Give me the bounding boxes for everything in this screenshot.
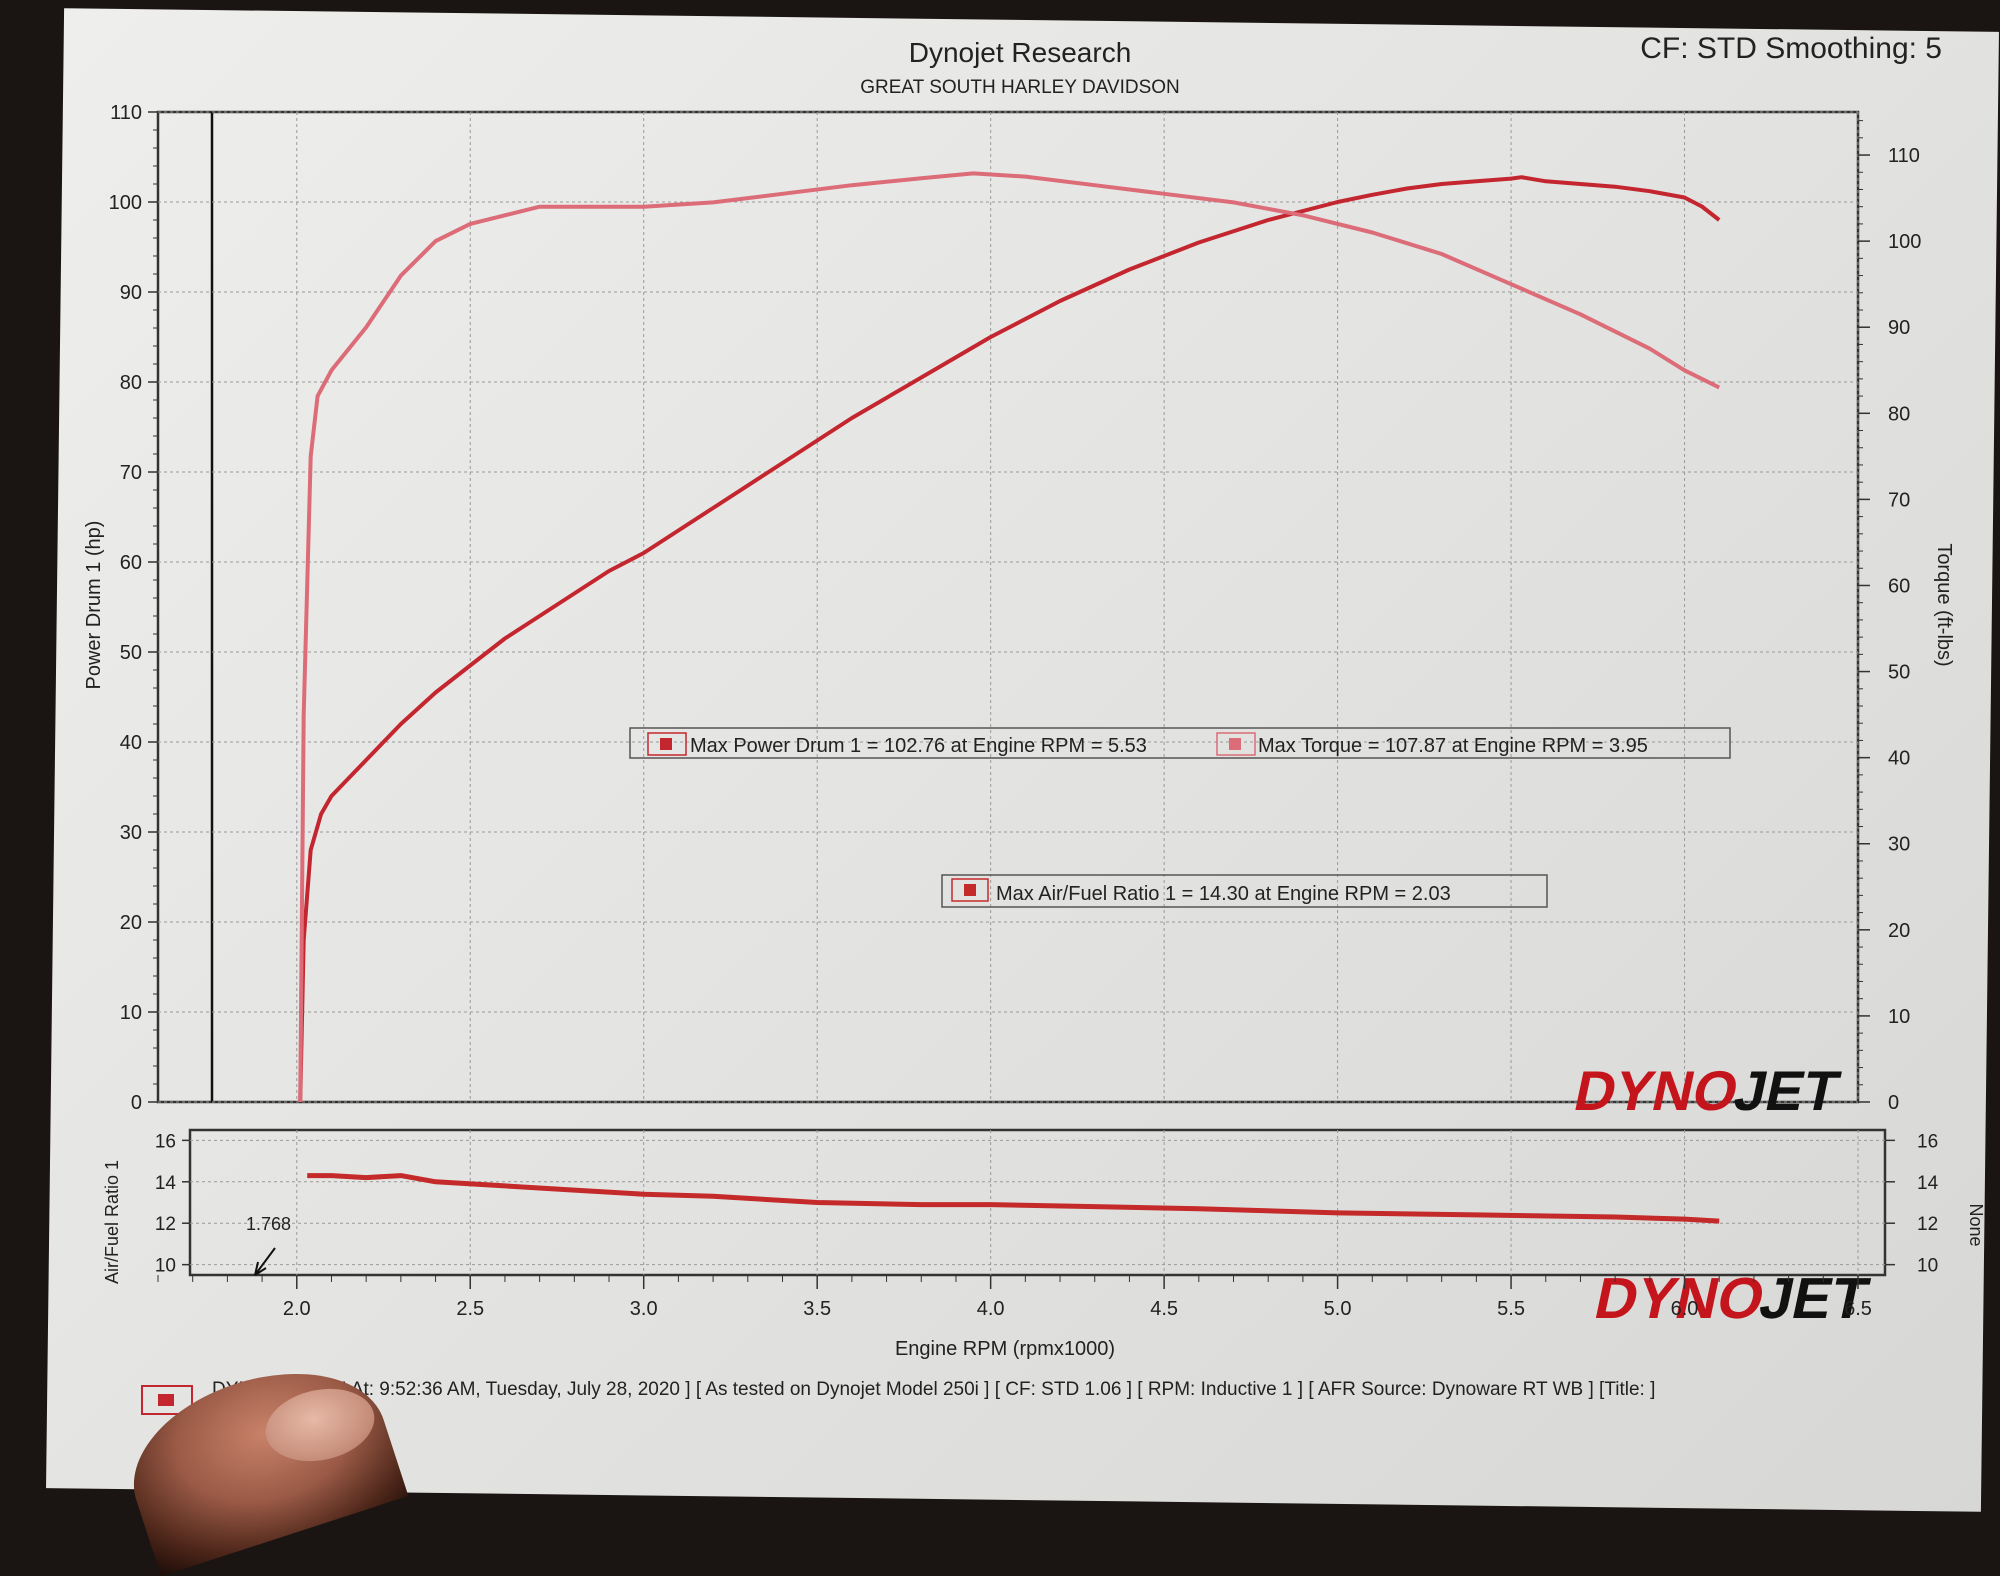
afr-right-tick-label: 10	[1917, 1256, 1938, 1277]
left-tick-label: 20	[120, 912, 142, 934]
right-tick-label: 0	[1888, 1092, 1899, 1114]
x-tick-label: 2.0	[283, 1298, 311, 1320]
x-tick-label: 2.5	[456, 1298, 484, 1320]
right-tick-label: 30	[1888, 834, 1910, 856]
main-right-axis: 0 10 20 30 40 50 60 70 80 90 100 110	[1858, 120, 1921, 1114]
x-tick-label: 4.5	[1150, 1298, 1178, 1320]
dynojet-logo-main: DYNO JET	[1569, 1060, 1845, 1122]
left-tick-label: 40	[120, 732, 142, 754]
legend-afr-swatch	[964, 884, 976, 896]
afr-grid	[190, 1130, 1885, 1275]
chart-title: Dynojet Research	[909, 37, 1132, 68]
afr-right-axis-label: None	[1966, 1203, 1986, 1246]
footer-swatch	[158, 1394, 174, 1406]
afr-left-tick-label: 10	[155, 1256, 176, 1277]
x-tick-label: 3.0	[630, 1298, 658, 1320]
afr-axis-label: Air/Fuel Ratio 1	[102, 1160, 122, 1284]
left-tick-label: 0	[131, 1092, 142, 1114]
afr-left-tick-label: 16	[155, 1131, 176, 1152]
afr-left-axis: 10 12 14 16	[155, 1131, 190, 1277]
legend-power-text: Max Power Drum 1 = 102.76 at Engine RPM …	[690, 735, 1147, 757]
right-tick-label: 70	[1888, 489, 1910, 511]
logo-jet-afr: JET	[1754, 1267, 1874, 1331]
legend-torque-swatch	[1229, 738, 1241, 750]
legend-torque: Max Torque = 107.87 at Engine RPM = 3.95	[1216, 732, 1648, 757]
legend-power-swatch	[660, 738, 672, 750]
afr-left-tick-label: 14	[155, 1173, 177, 1194]
logo-dyno-afr: DYNO	[1589, 1267, 1770, 1331]
chart-subtitle: GREAT SOUTH HARLEY DAVIDSON	[860, 77, 1180, 98]
left-tick-label: 60	[120, 552, 142, 574]
dyno-chart: Dynojet Research GREAT SOUTH HARLEY DAVI…	[83, 32, 1986, 1422]
left-tick-label: 90	[120, 282, 142, 304]
x-tick-label: 5.5	[1497, 1298, 1525, 1320]
afr-right-tick-label: 14	[1917, 1173, 1939, 1194]
left-axis-label: Power Drum 1 (hp)	[83, 521, 105, 690]
afr-annotation: 1.768	[246, 1214, 291, 1234]
afr-right-tick-label: 12	[1917, 1214, 1938, 1235]
power-curve	[298, 175, 1721, 1103]
right-tick-label: 40	[1888, 748, 1910, 770]
right-tick-label: 20	[1888, 920, 1910, 942]
left-tick-label: 50	[120, 642, 142, 664]
left-tick-label: 10	[120, 1002, 142, 1024]
right-tick-label: 100	[1888, 231, 1921, 253]
dyno-printout: Dynojet Research GREAT SOUTH HARLEY DAVI…	[46, 8, 1999, 1576]
x-tick-label: 3.5	[803, 1298, 831, 1320]
afr-right-axis: 10 12 14 16	[1885, 1131, 1939, 1277]
main-grid	[158, 111, 1859, 1103]
dynojet-logo-afr: DYNO JET	[1589, 1267, 1874, 1331]
right-tick-label: 80	[1888, 403, 1910, 425]
afr-curve	[307, 1173, 1720, 1224]
x-axis: 2.0 2.5 3.0 3.5 4.0 4.5 5.0 5.5 6.0 6.5	[157, 1275, 1872, 1320]
main-plot-frame	[156, 110, 1860, 1104]
footer-run-info: 5 At: 9:52:36 AM, Tuesday, July 28, 2020…	[336, 1379, 1655, 1400]
afr-left-tick-label: 12	[155, 1214, 176, 1235]
logo-dyno: DYNO	[1569, 1060, 1744, 1122]
left-tick-label: 100	[109, 192, 142, 214]
legend-power: Max Power Drum 1 = 102.76 at Engine RPM …	[629, 727, 1731, 759]
afr-annotation-arrow	[254, 1247, 276, 1276]
x-tick-label: 5.0	[1324, 1298, 1352, 1320]
x-tick-label: 6.5	[1844, 1298, 1872, 1320]
afr-right-tick-label: 16	[1917, 1131, 1938, 1152]
left-tick-label: 30	[120, 822, 142, 844]
logo-jet: JET	[1729, 1060, 1845, 1122]
left-tick-label: 70	[120, 462, 142, 484]
left-tick-label: 110	[110, 102, 142, 124]
right-tick-label: 60	[1888, 575, 1910, 597]
legend-afr-text: Max Air/Fuel Ratio 1 = 14.30 at Engine R…	[996, 883, 1451, 905]
torque-curve	[298, 171, 1721, 1103]
left-tick-label: 80	[120, 372, 142, 394]
main-left-axis: 0 10 20 30 40 50 60 70 80 90 100 110	[109, 102, 158, 1114]
settings-label: CF: STD Smoothing: 5	[1640, 32, 1942, 65]
footer-swatch-frame	[141, 1385, 193, 1415]
x-axis-label: Engine RPM (rpmx1000)	[895, 1338, 1115, 1360]
afr-series	[307, 1173, 1720, 1224]
right-tick-label: 10	[1888, 1006, 1910, 1028]
x-tick-label: 6.0	[1671, 1298, 1699, 1320]
afr-plot-frame	[188, 1128, 1887, 1277]
main-series	[298, 171, 1721, 1103]
right-tick-label: 110	[1888, 145, 1920, 167]
legend-torque-text: Max Torque = 107.87 at Engine RPM = 3.95	[1258, 735, 1648, 757]
right-tick-label: 50	[1888, 662, 1910, 684]
legend-afr: Max Air/Fuel Ratio 1 = 14.30 at Engine R…	[941, 874, 1548, 908]
right-tick-label: 90	[1888, 317, 1910, 339]
x-tick-label: 4.0	[977, 1298, 1005, 1320]
right-axis-label: Torque (ft-lbs)	[1933, 543, 1955, 666]
